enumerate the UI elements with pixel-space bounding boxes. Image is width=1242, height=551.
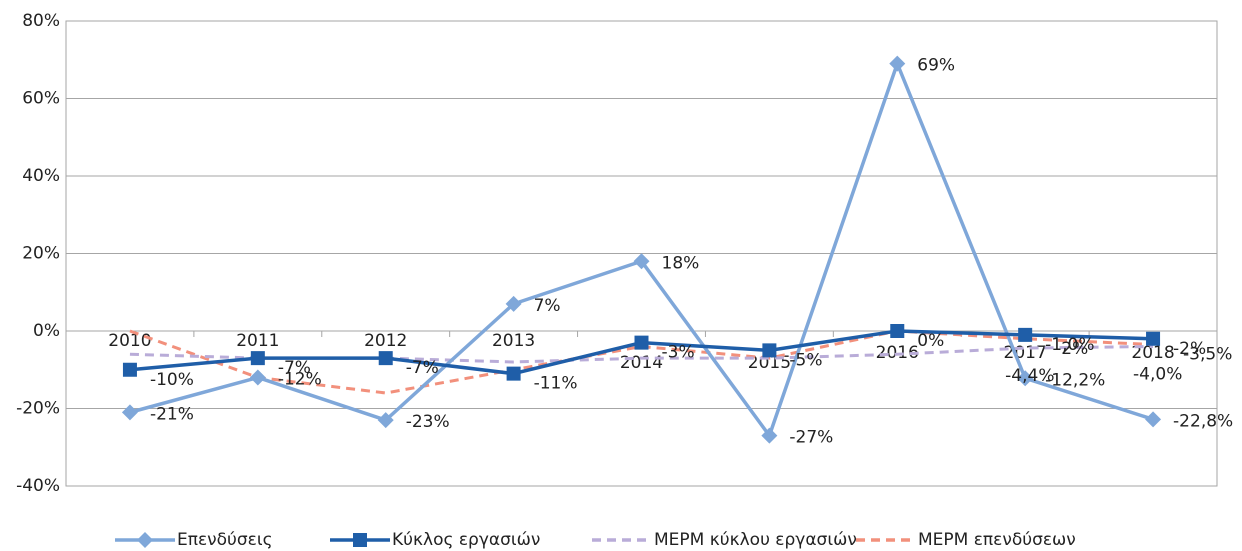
y-tick-label: -40% — [16, 476, 60, 496]
data-label: -4,0% — [1133, 365, 1182, 385]
data-label: -2% — [1055, 339, 1088, 359]
data-label: -3,5% — [1183, 345, 1232, 365]
legend-marker — [353, 533, 367, 547]
marker — [1017, 370, 1034, 387]
plot-border — [65, 20, 1218, 487]
marker — [377, 412, 394, 429]
data-label: -21% — [150, 404, 194, 424]
marker — [633, 253, 650, 270]
marker — [378, 351, 393, 366]
y-tick-label: 40% — [22, 166, 60, 186]
data-label: -5% — [789, 350, 822, 370]
marker — [121, 404, 138, 421]
y-tick-label: 60% — [22, 89, 60, 109]
legend-label: ΜΕΡΜ επενδύσεων — [918, 530, 1076, 550]
data-label: -12% — [278, 370, 322, 390]
marker — [250, 351, 265, 366]
data-label: -7% — [406, 358, 439, 378]
data-label: -12,2% — [1045, 370, 1105, 390]
legend-marker — [137, 532, 153, 548]
y-tick-label: 0% — [33, 321, 60, 341]
data-label: -2% — [1173, 339, 1206, 359]
x-tick-label: 2017 — [1004, 343, 1047, 363]
data-label: -11% — [534, 374, 578, 394]
data-label: 69% — [917, 56, 955, 76]
legend-label: ΜΕΡΜ κύκλου εργασιών — [654, 530, 857, 550]
x-tick-label: 2014 — [620, 353, 663, 373]
data-label: -22,8% — [1173, 411, 1233, 431]
data-label: -23% — [406, 412, 450, 432]
marker — [1145, 411, 1162, 428]
marker — [889, 55, 906, 72]
data-label: 0% — [917, 331, 944, 351]
marker — [890, 324, 905, 338]
marker — [1018, 327, 1033, 342]
data-label: -3% — [662, 343, 695, 363]
data-label: -1,0% — [1045, 335, 1094, 355]
marker — [761, 427, 778, 444]
marker — [1146, 331, 1161, 346]
marker — [249, 369, 266, 386]
x-tick-label: 2012 — [364, 331, 407, 351]
data-label: -10% — [150, 370, 194, 390]
marker — [505, 295, 522, 312]
data-label: 7% — [534, 296, 561, 316]
data-label: -7% — [278, 358, 311, 378]
x-tick-label: 2013 — [492, 331, 535, 351]
data-label: -27% — [789, 428, 833, 448]
legend-label: Κύκλος εργασιών — [392, 530, 540, 550]
x-tick-label: 2011 — [236, 331, 279, 351]
legend-label: Επενδύσεις — [177, 530, 273, 550]
x-tick-label: 2010 — [108, 331, 151, 351]
y-tick-label: 20% — [22, 244, 60, 264]
marker — [506, 366, 521, 381]
data-label: 18% — [662, 253, 700, 273]
marker — [122, 362, 137, 377]
marker — [762, 343, 777, 358]
marker — [634, 335, 649, 350]
data-label: -4,4% — [1005, 366, 1054, 386]
y-tick-label: 80% — [22, 11, 60, 31]
y-tick-label: -20% — [16, 399, 60, 419]
